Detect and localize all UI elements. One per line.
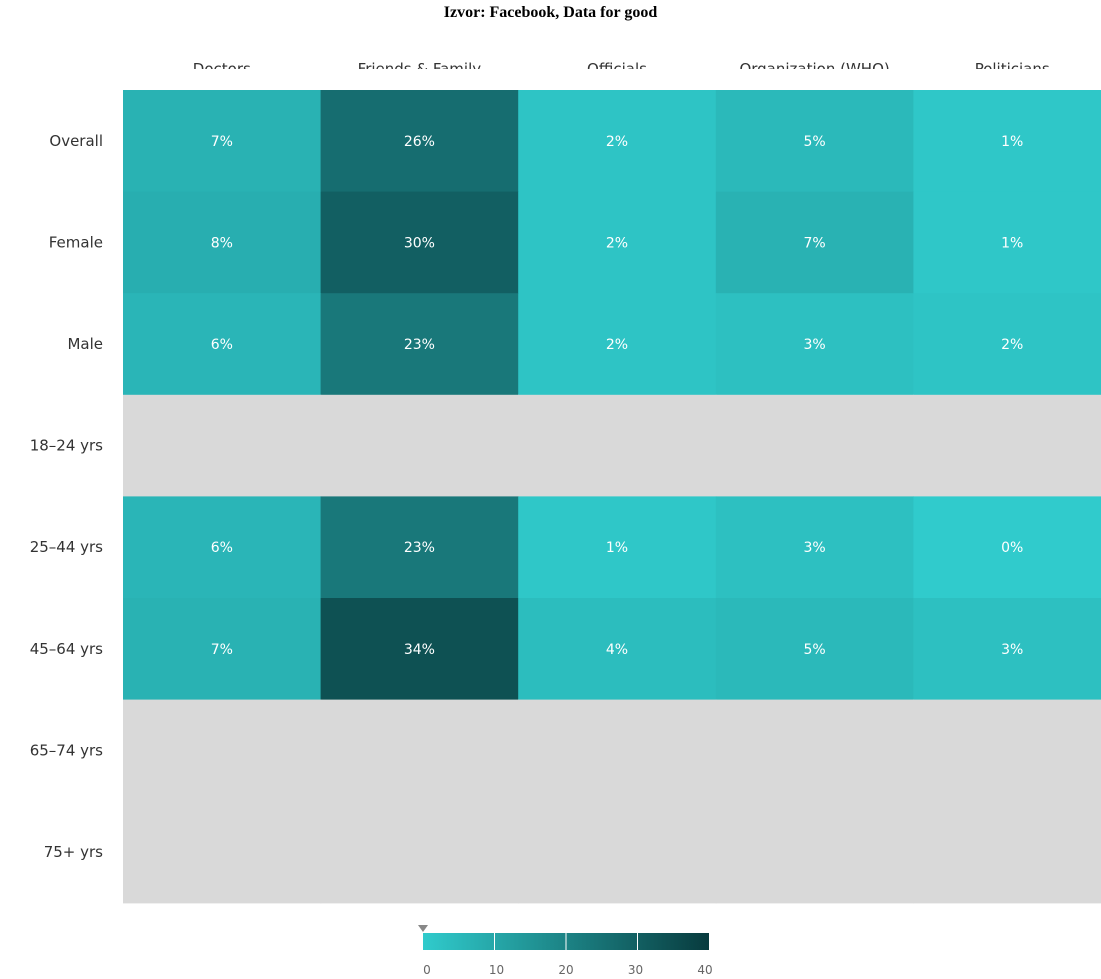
row-label-male: Male xyxy=(67,335,103,353)
heatmap-cells: 7% 26% 2% 5% 1% 8% 30% 2% 7% 1% 6% 23% 2% 3% 2% 6% 23% 1%… xyxy=(123,90,1101,904)
heatmap-cell xyxy=(913,598,1101,701)
heatmap-cell xyxy=(715,699,914,802)
cell-value-label: 23% xyxy=(404,540,435,556)
heatmap-cell xyxy=(123,90,322,193)
column-label-politicians: Politicians xyxy=(975,60,1050,78)
row-label-25-44-yrs: 25–44 yrs xyxy=(30,538,103,556)
chart-source-title: Izvor: Facebook, Data for good xyxy=(443,4,658,21)
heatmap-cell xyxy=(518,496,717,599)
cell-value-label: 3% xyxy=(1001,642,1023,658)
heatmap-cell xyxy=(913,394,1101,497)
row-label-75-yrs: 75+ yrs xyxy=(44,843,103,861)
cell-value-label: 4% xyxy=(606,642,628,658)
cell-value-label: 5% xyxy=(803,642,825,658)
heatmap-cell xyxy=(320,496,519,599)
heatmap-cell xyxy=(123,598,322,701)
cell-value-label: 6% xyxy=(211,337,233,353)
heatmap-cell xyxy=(715,90,914,193)
cell-value-label: 2% xyxy=(606,337,628,353)
heatmap-cell xyxy=(123,293,322,396)
heatmap-cell xyxy=(715,801,914,904)
column-label-officials: Officials xyxy=(587,60,647,78)
heatmap-cell xyxy=(320,699,519,802)
heatmap-cell xyxy=(123,394,322,497)
cell-value-label: 6% xyxy=(211,540,233,556)
heatmap-cell xyxy=(518,598,717,701)
legend-tick-label: 30 xyxy=(628,963,643,977)
cell-value-label: 30% xyxy=(404,235,435,251)
heatmap-cell xyxy=(320,394,519,497)
legend-tick-label: 10 xyxy=(489,963,504,977)
legend-tick-label: 0 xyxy=(423,963,431,977)
column-label-organization-who: Organization (WHO) xyxy=(739,60,889,78)
heatmap-cell xyxy=(320,801,519,904)
row-label-45-64-yrs: 45–64 yrs xyxy=(30,640,103,658)
heatmap-cell xyxy=(518,394,717,497)
heatmap-cell xyxy=(518,191,717,294)
cell-value-label: 1% xyxy=(1001,134,1023,150)
color-legend: 0 10 20 30 40 xyxy=(418,925,713,977)
column-labels: Doctors Friends & Family Officials Organiza… xyxy=(193,60,1050,78)
row-label-18-24-yrs: 18–24 yrs xyxy=(30,437,103,455)
cell-value-label: 8% xyxy=(211,235,233,251)
cell-value-label: 7% xyxy=(211,642,233,658)
cell-value-label: 0% xyxy=(1001,540,1023,556)
row-labels: Overall Female Male 18–24 yrs 25–44 yrs 45–64… xyxy=(30,132,103,861)
legend-tick-label: 40 xyxy=(697,963,712,977)
heatmap-cell xyxy=(123,801,322,904)
cell-value-label: 2% xyxy=(606,235,628,251)
heatmap-cell xyxy=(518,699,717,802)
heatmap-cell xyxy=(123,191,322,294)
row-label-overall: Overall xyxy=(49,132,103,150)
cell-value-label: 23% xyxy=(404,337,435,353)
heatmap-cell xyxy=(715,191,914,294)
cell-value-label: 2% xyxy=(606,134,628,150)
heatmap-cell xyxy=(715,496,914,599)
heatmap-cell xyxy=(320,293,519,396)
heatmap-cell xyxy=(913,496,1101,599)
heatmap-cell xyxy=(715,598,914,701)
heatmap-cell xyxy=(518,801,717,904)
heatmap-cell xyxy=(518,293,717,396)
cell-value-label: 3% xyxy=(803,337,825,353)
cell-value-label: 7% xyxy=(211,134,233,150)
cell-value-label: 2% xyxy=(1001,337,1023,353)
row-label-65-74-yrs: 65–74 yrs xyxy=(30,741,103,759)
heatmap-cell xyxy=(320,191,519,294)
column-label-friends-family: Friends & Family xyxy=(358,60,482,78)
legend-marker-icon xyxy=(418,925,428,932)
heatmap-cell xyxy=(715,394,914,497)
heatmap-cell xyxy=(913,699,1101,802)
cell-value-label: 7% xyxy=(803,235,825,251)
heatmap-cell xyxy=(913,293,1101,396)
column-label-doctors: Doctors xyxy=(193,60,251,78)
heatmap-cell xyxy=(913,191,1101,294)
heatmap-cell xyxy=(518,90,717,193)
heatmap-cell xyxy=(913,90,1101,193)
row-label-female: Female xyxy=(49,233,103,251)
cell-value-label: 34% xyxy=(404,642,435,658)
heatmap-cell xyxy=(123,699,322,802)
heatmap-cell xyxy=(320,90,519,193)
cell-value-label: 3% xyxy=(803,540,825,556)
cell-value-label: 1% xyxy=(1001,235,1023,251)
heatmap-cell xyxy=(913,801,1101,904)
cell-value-label: 26% xyxy=(404,134,435,150)
cell-value-label: 1% xyxy=(606,540,628,556)
heatmap-cell xyxy=(715,293,914,396)
legend-tick-label: 20 xyxy=(558,963,573,977)
heatmap-cell xyxy=(320,598,519,701)
heatmap-cell xyxy=(123,496,322,599)
cell-value-label: 5% xyxy=(803,134,825,150)
